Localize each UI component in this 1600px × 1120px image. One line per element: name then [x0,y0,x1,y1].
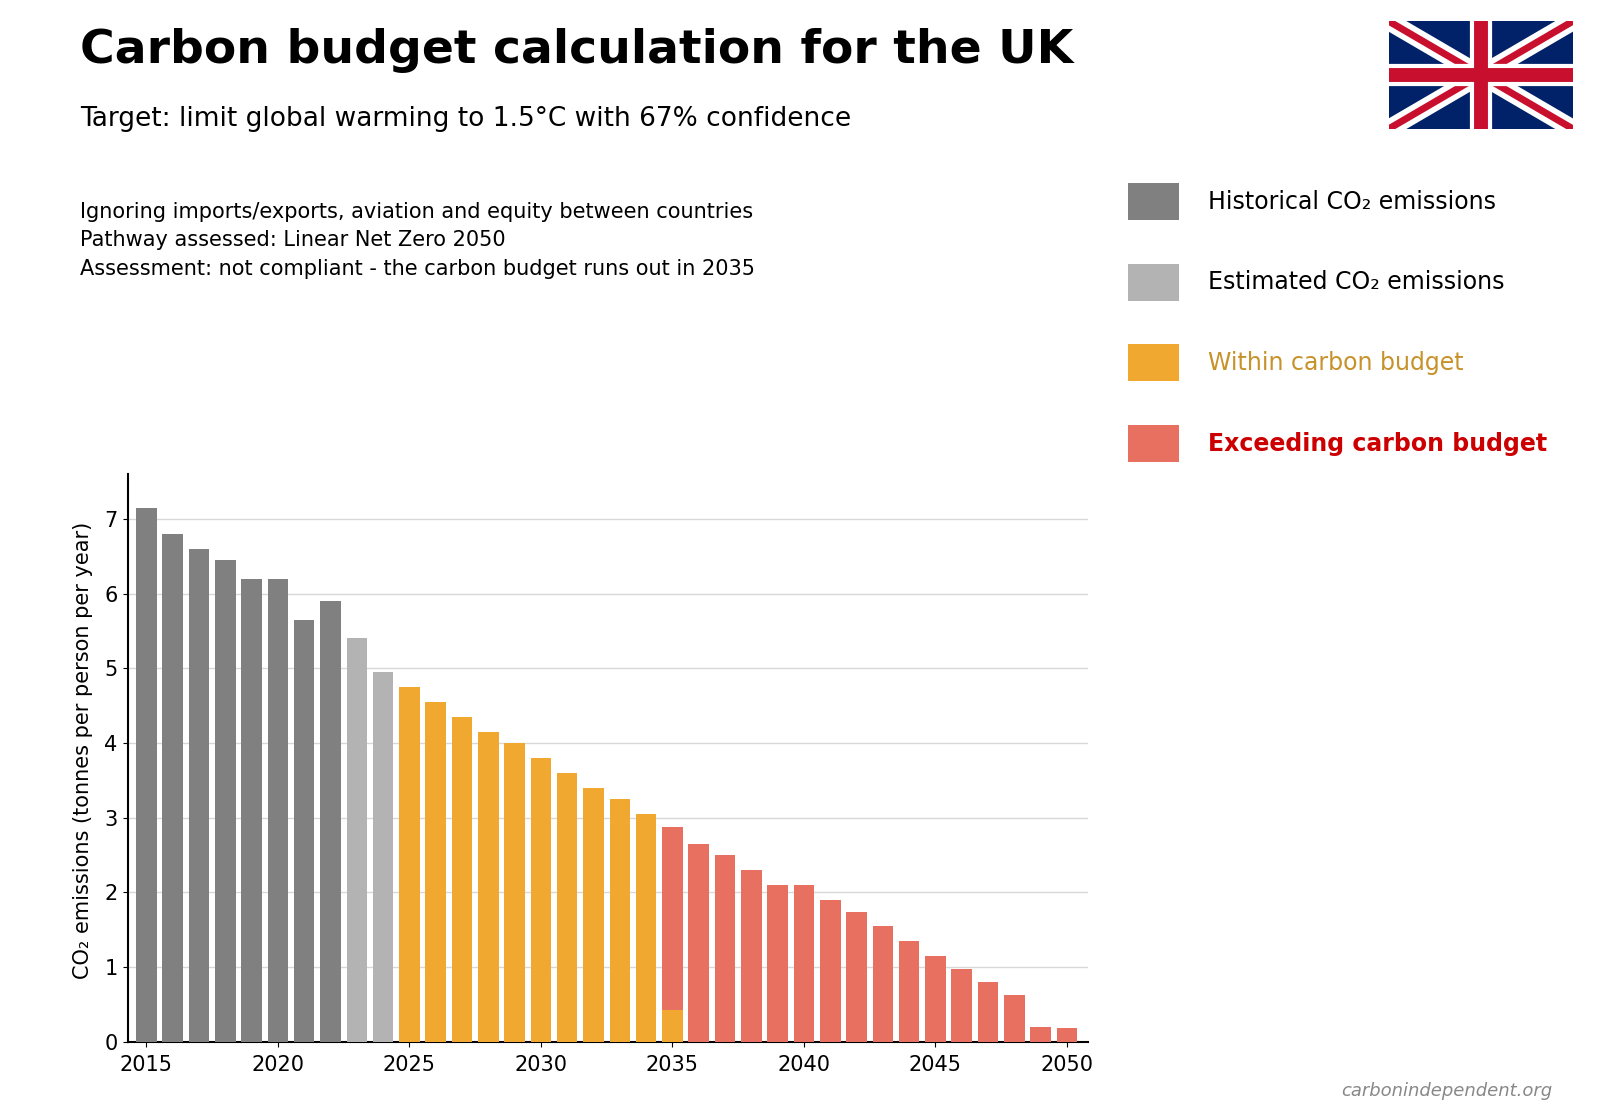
Bar [557,773,578,1042]
Bar [398,687,419,1042]
Text: Ignoring imports/exports, aviation and equity between countries
Pathway assessed: Ignoring imports/exports, aviation and e… [80,202,755,279]
Bar [478,731,499,1042]
Bar [163,534,182,1042]
Bar [504,743,525,1042]
Bar [320,601,341,1042]
Bar [584,787,603,1042]
Bar [688,843,709,1042]
Bar [242,579,262,1042]
Bar [662,1010,683,1042]
Bar [294,619,315,1042]
Bar [662,827,683,1010]
Bar [267,579,288,1042]
Bar [715,855,736,1042]
Bar [610,799,630,1042]
Text: Historical CO₂ emissions: Historical CO₂ emissions [1208,189,1496,214]
Text: Carbon budget calculation for the UK: Carbon budget calculation for the UK [80,28,1074,73]
Bar [794,885,814,1042]
Bar [189,549,210,1042]
Text: Target: limit global warming to 1.5°C with 67% confidence: Target: limit global warming to 1.5°C wi… [80,106,851,132]
Bar [214,560,235,1042]
Text: Estimated CO₂ emissions: Estimated CO₂ emissions [1208,270,1504,295]
Bar [451,717,472,1042]
Bar [531,758,550,1042]
Bar [819,899,840,1042]
Y-axis label: CO₂ emissions (tonnes per person per year): CO₂ emissions (tonnes per person per yea… [74,522,93,979]
Bar [925,955,946,1042]
Bar [426,702,446,1042]
Bar [1056,1028,1077,1042]
Bar [1005,996,1024,1042]
Bar [846,913,867,1042]
Bar [741,870,762,1042]
Text: carbonindependent.org: carbonindependent.org [1341,1082,1552,1100]
Bar [635,814,656,1042]
Bar [872,926,893,1042]
Bar [373,672,394,1042]
Bar [899,941,920,1042]
Bar [768,885,787,1042]
Text: Within carbon budget: Within carbon budget [1208,351,1464,375]
Bar [978,982,998,1042]
Bar [347,638,366,1042]
Bar [952,969,973,1042]
Bar [136,507,157,1042]
Text: Exceeding carbon budget: Exceeding carbon budget [1208,431,1547,456]
Bar [1030,1027,1051,1042]
